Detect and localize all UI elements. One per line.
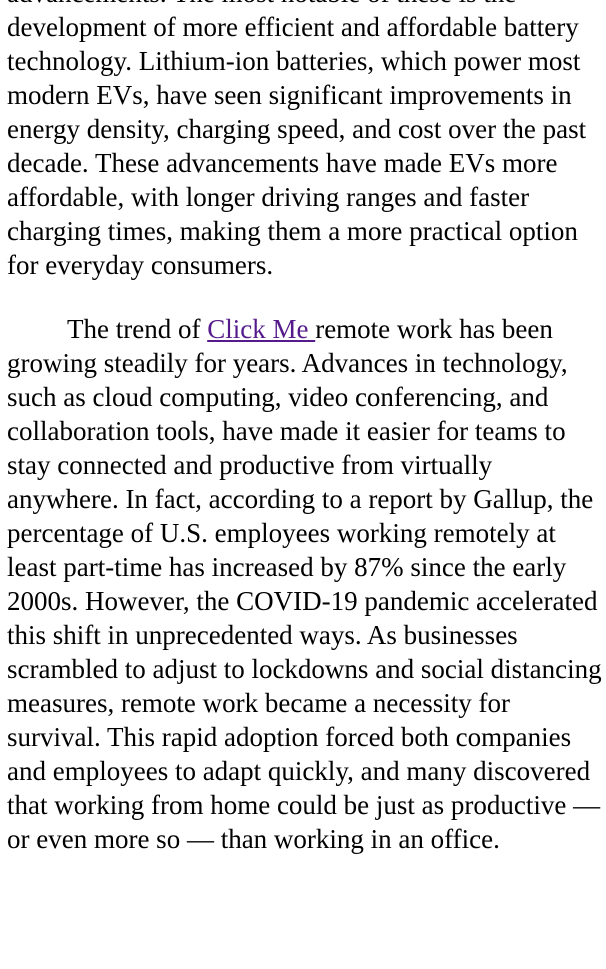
- paragraph-remote-work: The trend of Click Me remote work has be…: [7, 312, 606, 856]
- article-body: advancements. The most notable of these …: [7, 0, 606, 856]
- remote-work-text-after-link: remote work has been growing steadily fo…: [7, 314, 602, 854]
- remote-work-text-before-link: The trend of: [67, 314, 208, 344]
- click-me-link[interactable]: Click Me: [207, 314, 316, 344]
- paragraph-ev-batteries: advancements. The most notable of these …: [7, 0, 587, 280]
